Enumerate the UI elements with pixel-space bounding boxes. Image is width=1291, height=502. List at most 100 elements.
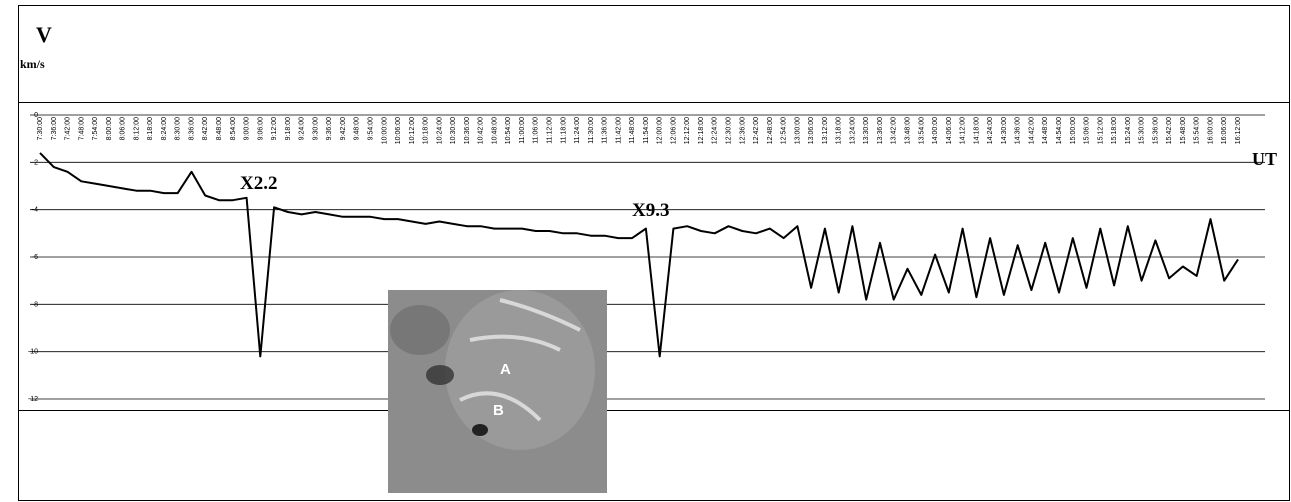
x-tick-label: 15:06:00 bbox=[1084, 117, 1091, 144]
x-tick-label: 7:30:00 bbox=[37, 117, 44, 140]
x-tick-label: 9:30:00 bbox=[312, 117, 319, 140]
x-tick-label: 12:42:00 bbox=[753, 117, 760, 144]
x-tick-label: 9:24:00 bbox=[299, 117, 306, 140]
x-tick-label: 9:54:00 bbox=[367, 117, 374, 140]
inset-region bbox=[472, 424, 488, 436]
data-line bbox=[39, 152, 1239, 358]
x-tick-label: 13:24:00 bbox=[849, 117, 856, 144]
x-tick-label: 11:30:00 bbox=[588, 117, 595, 144]
x-tick-label: 15:42:00 bbox=[1166, 117, 1173, 144]
x-tick-label: 10:48:00 bbox=[491, 117, 498, 144]
x-tick-label: 15:48:00 bbox=[1180, 117, 1187, 144]
x-tick-label: 8:36:00 bbox=[188, 117, 195, 140]
y-tick-label: -8 bbox=[32, 301, 38, 308]
annotation: X9.3 bbox=[632, 200, 669, 221]
plot: -12 -10 -8 -6 -4 -2 07:30:00 7:36:00 7:42:00 7:48… bbox=[28, 112, 1265, 403]
y-unit: km/s bbox=[20, 57, 45, 71]
x-tick-label: 12:00:00 bbox=[657, 117, 664, 144]
x-label: UT bbox=[1252, 149, 1277, 169]
x-tick-label: 14:42:00 bbox=[1028, 117, 1035, 144]
x-tick-label: 7:36:00 bbox=[51, 117, 58, 140]
x-tick-label: 12:48:00 bbox=[767, 117, 774, 144]
y-tick-label: -10 bbox=[28, 349, 38, 356]
x-tick-label: 13:30:00 bbox=[863, 117, 870, 144]
x-tick-label: 13:48:00 bbox=[905, 117, 912, 144]
x-tick-label: 13:06:00 bbox=[808, 117, 815, 144]
annotation: X2.2 bbox=[240, 173, 277, 194]
x-tick-label: 16:06:00 bbox=[1221, 117, 1228, 144]
x-tick-label: 15:12:00 bbox=[1097, 117, 1104, 144]
y-tick-label: -12 bbox=[28, 396, 38, 403]
x-tick-label: 11:48:00 bbox=[629, 117, 636, 144]
x-tick-label: 10:36:00 bbox=[464, 117, 471, 144]
x-tick-label: 14:06:00 bbox=[946, 117, 953, 144]
x-tick-label: 7:42:00 bbox=[65, 117, 72, 140]
x-tick-label: 9:18:00 bbox=[285, 117, 292, 140]
x-tick-label: 8:48:00 bbox=[216, 117, 223, 140]
x-tick-label: 11:36:00 bbox=[602, 117, 609, 144]
x-tick-label: 11:24:00 bbox=[574, 117, 581, 144]
x-tick-label: 8:24:00 bbox=[161, 117, 168, 140]
x-tick-label: 8:18:00 bbox=[147, 117, 154, 140]
x-tick-label: 14:36:00 bbox=[1015, 117, 1022, 144]
x-tick-label: 15:18:00 bbox=[1111, 117, 1118, 144]
inset-region bbox=[426, 365, 454, 385]
x-tick-label: 15:30:00 bbox=[1139, 117, 1146, 144]
x-tick-label: 15:54:00 bbox=[1194, 117, 1201, 144]
x-tick-label: 13:00:00 bbox=[794, 117, 801, 144]
y-label: V bbox=[36, 22, 52, 47]
x-tick-label: 7:48:00 bbox=[78, 117, 85, 140]
inset-image: A B bbox=[388, 290, 607, 493]
x-tick-label: 14:54:00 bbox=[1056, 117, 1063, 144]
x-tick-label: 13:36:00 bbox=[877, 117, 884, 144]
x-tick-label: 9:00:00 bbox=[244, 117, 251, 140]
x-tick-label: 14:18:00 bbox=[973, 117, 980, 144]
x-tick-label: 13:54:00 bbox=[918, 117, 925, 144]
x-tick-label: 9:36:00 bbox=[326, 117, 333, 140]
x-tick-label: 14:30:00 bbox=[1001, 117, 1008, 144]
inset-label: B bbox=[493, 402, 504, 419]
x-tick-label: 15:36:00 bbox=[1152, 117, 1159, 144]
inset-region bbox=[445, 290, 595, 450]
x-tick-label: 8:12:00 bbox=[133, 117, 140, 140]
x-tick-label: 16:12:00 bbox=[1235, 117, 1242, 144]
x-tick-label: 11:06:00 bbox=[533, 117, 540, 144]
x-tick-label: 10:18:00 bbox=[423, 117, 430, 144]
x-tick-label: 15:24:00 bbox=[1125, 117, 1132, 144]
x-tick-label: 11:54:00 bbox=[643, 117, 650, 144]
y-tick-label: -4 bbox=[32, 207, 38, 214]
x-tick-label: 14:48:00 bbox=[1042, 117, 1049, 144]
x-tick-label: 13:12:00 bbox=[822, 117, 829, 144]
x-tick-label: 8:00:00 bbox=[106, 117, 113, 140]
x-tick-label: 12:30:00 bbox=[726, 117, 733, 144]
x-tick-label: 8:30:00 bbox=[175, 117, 182, 140]
x-tick-label: 10:42:00 bbox=[478, 117, 485, 144]
x-tick-label: 9:12:00 bbox=[271, 117, 278, 140]
inset-region bbox=[390, 305, 450, 355]
x-tick-label: 9:06:00 bbox=[257, 117, 264, 140]
inset-feature bbox=[459, 298, 581, 422]
x-tick-label: 14:24:00 bbox=[987, 117, 994, 144]
x-tick-label: 10:54:00 bbox=[505, 117, 512, 144]
y-tick-label: -6 bbox=[32, 254, 38, 261]
x-tick-label: 14:00:00 bbox=[932, 117, 939, 144]
x-tick-label: 10:30:00 bbox=[450, 117, 457, 144]
y-tick-label: 0 bbox=[34, 112, 38, 119]
inset-label: A bbox=[500, 361, 511, 378]
x-tick-label: 12:18:00 bbox=[698, 117, 705, 144]
x-tick-label: 14:12:00 bbox=[960, 117, 967, 144]
x-tick-label: 9:42:00 bbox=[340, 117, 347, 140]
x-tick-label: 11:42:00 bbox=[615, 117, 622, 144]
y-tick-label: -2 bbox=[32, 159, 38, 166]
x-tick-label: 10:00:00 bbox=[381, 117, 388, 144]
x-tick-label: 10:24:00 bbox=[436, 117, 443, 144]
x-tick-label: 13:42:00 bbox=[891, 117, 898, 144]
x-tick-label: 16:00:00 bbox=[1207, 117, 1214, 144]
x-tick-label: 12:12:00 bbox=[684, 117, 691, 144]
x-tick-label: 10:06:00 bbox=[395, 117, 402, 144]
x-tick-label: 8:06:00 bbox=[120, 117, 127, 140]
x-tick-label: 11:18:00 bbox=[560, 117, 567, 144]
x-tick-label: 11:00:00 bbox=[519, 117, 526, 144]
x-tick-label: 12:24:00 bbox=[712, 117, 719, 144]
